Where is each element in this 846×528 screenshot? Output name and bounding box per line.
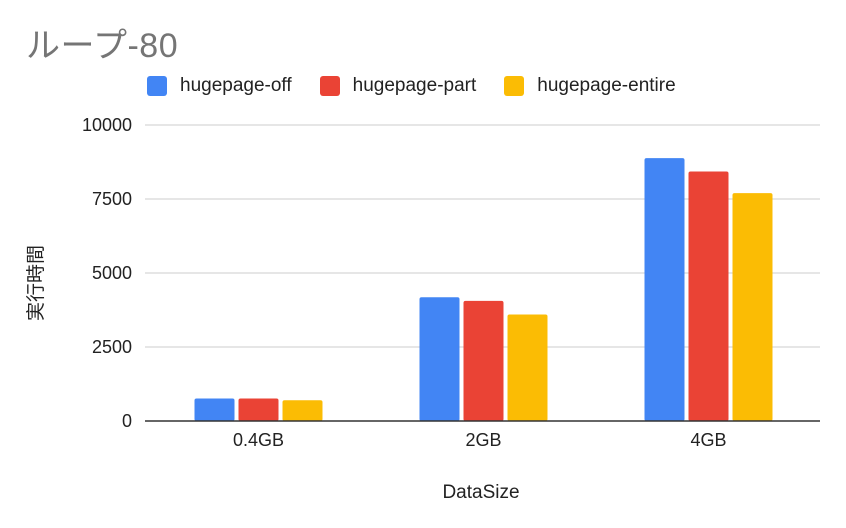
y-tick-label: 2500 bbox=[92, 337, 132, 357]
legend-swatch-off bbox=[147, 76, 167, 96]
bar-hugepage-part-2GB[interactable] bbox=[463, 300, 504, 421]
legend: hugepage-off hugepage-part hugepage-enti… bbox=[147, 75, 704, 97]
bars bbox=[194, 158, 773, 422]
bar-hugepage-off-4GB[interactable] bbox=[644, 158, 685, 422]
legend-item-off[interactable]: hugepage-off bbox=[147, 75, 292, 97]
legend-swatch-entire bbox=[504, 76, 525, 96]
bar-hugepage-part-0.4GB[interactable] bbox=[238, 398, 279, 421]
chart-title: ループ-80 bbox=[26, 27, 179, 65]
legend-label-entire: hugepage-entire bbox=[537, 75, 676, 96]
legend-item-entire[interactable]: hugepage-entire bbox=[504, 75, 676, 97]
y-tick-label: 5000 bbox=[92, 263, 132, 283]
bar-hugepage-entire-4GB[interactable] bbox=[732, 193, 773, 421]
bar-hugepage-off-2GB[interactable] bbox=[419, 297, 460, 421]
y-tick-label: 7500 bbox=[92, 189, 132, 209]
legend-item-part[interactable]: hugepage-part bbox=[319, 75, 477, 97]
axes: 0 2500 5000 7500 10000 0.4GB 2GB 4GB bbox=[82, 115, 820, 450]
y-tick-label: 0 bbox=[122, 411, 132, 431]
x-tick-label: 0.4GB bbox=[233, 430, 284, 450]
y-axis-title: 実行時間 bbox=[25, 245, 47, 321]
bar-hugepage-entire-0.4GB[interactable] bbox=[282, 400, 323, 421]
legend-label-off: hugepage-off bbox=[180, 75, 292, 96]
x-axis-title: DataSize bbox=[442, 482, 519, 503]
y-tick-label: 10000 bbox=[82, 115, 132, 135]
x-tick-label: 2GB bbox=[465, 430, 501, 450]
legend-swatch-part bbox=[319, 76, 340, 96]
bar-hugepage-part-4GB[interactable] bbox=[688, 171, 729, 421]
legend-label-part: hugepage-part bbox=[352, 75, 477, 96]
bar-hugepage-off-0.4GB[interactable] bbox=[194, 398, 235, 421]
bar-hugepage-entire-2GB[interactable] bbox=[507, 314, 548, 421]
x-tick-label: 4GB bbox=[690, 430, 726, 450]
